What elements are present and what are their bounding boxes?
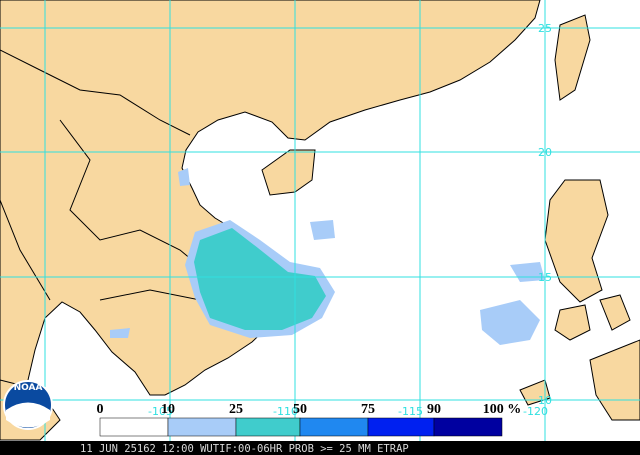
legend-label: 10 — [161, 402, 175, 417]
legend-label: 75 — [361, 402, 375, 417]
longitude-label: -120 — [523, 405, 548, 418]
luzon — [544, 179, 609, 303]
precipitation — [110, 168, 545, 345]
longitude-label: -115 — [398, 405, 423, 418]
latitude-label: 25 — [538, 22, 552, 35]
legend-swatch — [167, 417, 237, 437]
legend-swatch — [433, 417, 503, 437]
hainan — [261, 149, 316, 196]
border — [0, 199, 51, 301]
noaa-logo: NOAA — [3, 380, 53, 430]
latitude-label: 20 — [538, 146, 552, 159]
longitude-label: -110 — [273, 405, 298, 418]
logo-text: NOAA — [14, 383, 43, 393]
legend-label: 100 % — [483, 402, 522, 417]
legend-label: 90 — [427, 402, 441, 417]
legend-label: 25 — [229, 402, 243, 417]
legend-swatch — [299, 417, 369, 437]
longitude-label: -105 — [148, 405, 173, 418]
prob-area — [110, 168, 545, 345]
logo-wave — [6, 402, 50, 428]
latitude-label: 10 — [538, 394, 552, 407]
taiwan — [554, 14, 591, 101]
caption: 11 JUN 25162 12:00 WUTIF:00-06HR PROB >=… — [80, 443, 409, 455]
latitude-label: 15 — [538, 271, 552, 284]
legend: 0 10 25 50 75 90 100 % — [97, 402, 522, 437]
prob-area — [194, 228, 326, 330]
legend-swatch — [235, 417, 301, 437]
border — [0, 49, 191, 136]
legend-label: 0 — [97, 402, 104, 417]
legend-swatch — [367, 417, 435, 437]
legend-swatch — [99, 417, 169, 437]
legend-label: 50 — [293, 402, 307, 417]
caption-bar — [0, 441, 640, 455]
